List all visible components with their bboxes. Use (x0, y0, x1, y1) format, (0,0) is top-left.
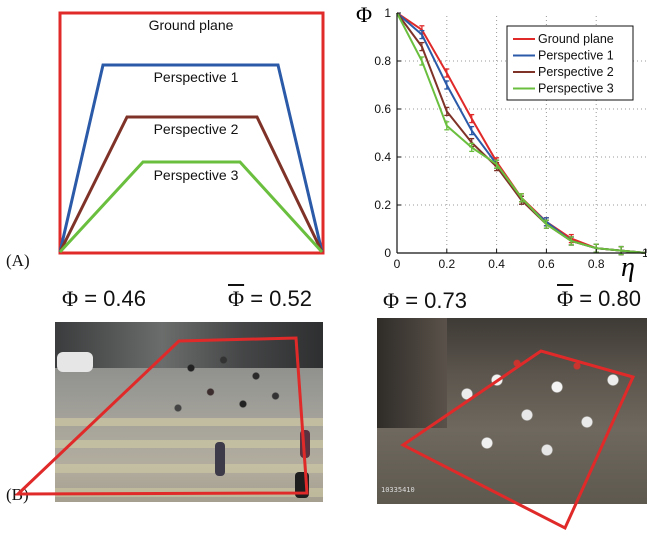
phi-value: = 0.73 (405, 288, 467, 313)
left-phi-stat: Φ = 0.46 (62, 286, 146, 312)
y-axis-label: Φ (356, 2, 372, 27)
crowd-cluster (437, 338, 637, 478)
left-phibar-stat: Φ = 0.52 (228, 286, 312, 312)
ground-plane-label: Ground plane (149, 17, 234, 33)
right-phi-stat: Φ = 0.73 (383, 288, 467, 314)
road-stripe (55, 440, 323, 448)
x-tick-label: 0 (394, 257, 401, 271)
pedestrian (215, 442, 225, 476)
street-run-photo: 10335410 (377, 318, 647, 504)
legend-label: Perspective 3 (538, 82, 614, 96)
phi-symbol: Φ (383, 288, 400, 313)
y-tick-label: 0 (384, 246, 391, 260)
building-facade (377, 318, 447, 428)
crowd-cluster (165, 344, 295, 424)
perspective-1-trapezoid (58, 63, 324, 253)
panel-label-a: (A) (6, 251, 30, 270)
y-tick-label: 1 (384, 6, 391, 20)
right-ground-plane-quad (400, 349, 636, 531)
legend-label: Ground plane (538, 32, 614, 46)
y-tick-label: 0.2 (374, 198, 391, 212)
phibar-symbol: Φ (228, 286, 245, 311)
y-tick-label: 0.4 (374, 150, 391, 164)
phi-value: = 0.46 (84, 286, 146, 311)
chart-axes: 00.20.40.60.810 0.2 0.4 0.6 0.81 (374, 6, 647, 271)
chart-legend: Ground plane Perspective 1 Perspective 2 Pe… (506, 25, 634, 101)
perspective-3-trapezoid (58, 160, 324, 254)
legend-label: Perspective 1 (538, 49, 614, 63)
phi-symbol: Φ (62, 286, 79, 311)
perspective-1-label: Perspective 1 (154, 69, 239, 85)
legend-label: Perspective 2 (538, 65, 614, 79)
left-ground-plane-quad (14, 336, 309, 496)
x-tick-label: 0.2 (438, 257, 455, 271)
video-timestamp: 10335410 (381, 486, 415, 494)
x-tick-label: 0.8 (588, 257, 605, 271)
right-phibar-stat: Φ = 0.80 (557, 286, 641, 312)
road-stripe (55, 464, 323, 473)
phibar-symbol: Φ (557, 286, 574, 311)
chart-series (396, 12, 647, 256)
perspective-2-trapezoid (58, 115, 324, 253)
x-tick-label: 0.6 (538, 257, 555, 271)
y-tick-label: 0.8 (374, 54, 391, 68)
parked-car (57, 352, 93, 372)
perspective-2-label: Perspective 2 (154, 121, 239, 137)
perspective-3-label: Perspective 3 (154, 167, 239, 183)
x-tick-label: 0.4 (488, 257, 505, 271)
ground-plane-frame (58, 11, 325, 255)
phibar-value: = 0.52 (250, 286, 312, 311)
y-tick-label: 0.6 (374, 102, 391, 116)
x-axis-label: η (621, 252, 635, 283)
phibar-value: = 0.80 (579, 286, 641, 311)
